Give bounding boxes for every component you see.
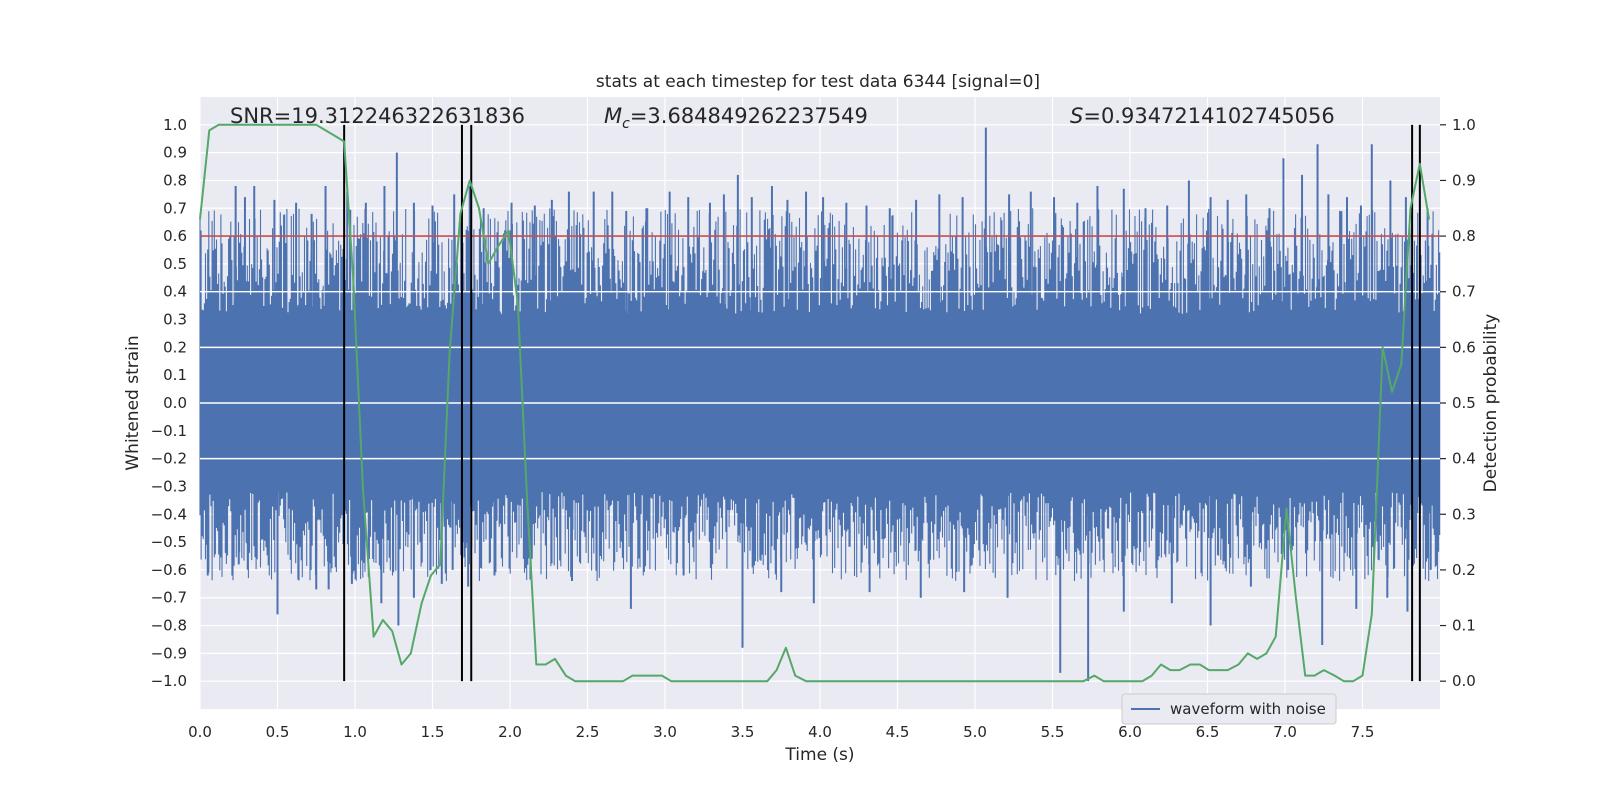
y-tick-label: 0.1 bbox=[163, 366, 187, 384]
x-tick-label: 7.5 bbox=[1351, 723, 1375, 741]
y-right-axis-label: Detection probability bbox=[1481, 314, 1501, 493]
y-tick-label: 0.3 bbox=[163, 311, 187, 329]
y-right-tick-label: 0.5 bbox=[1452, 394, 1476, 412]
y-tick-label: 0.2 bbox=[163, 338, 187, 356]
x-tick-label: 1.0 bbox=[343, 723, 367, 741]
y-tick-label: −0.8 bbox=[151, 617, 187, 635]
x-tick-label: 4.0 bbox=[808, 723, 832, 741]
x-tick-label: 5.5 bbox=[1041, 723, 1065, 741]
x-tick-label: 7.0 bbox=[1273, 723, 1297, 741]
y-right-tick-label: 0.4 bbox=[1452, 450, 1476, 468]
y-right-tick-label: 0.7 bbox=[1452, 283, 1476, 301]
legend-label: waveform with noise bbox=[1170, 700, 1326, 718]
x-tick-label: 2.0 bbox=[498, 723, 522, 741]
y-tick-label: 0.6 bbox=[163, 227, 187, 245]
x-tick-label: 3.5 bbox=[731, 723, 755, 741]
y-tick-label: 0.8 bbox=[163, 171, 187, 189]
y-tick-label: −0.7 bbox=[151, 589, 187, 607]
x-axis-ticks: 0.0 0.5 1.0 1.5 2.0 2.5 3.0 3.5 4.0 4.5 5.0 5.5 6.0 6… bbox=[188, 723, 1374, 741]
chart-title: stats at each timestep for test data 634… bbox=[596, 72, 1040, 92]
y-tick-label: −0.6 bbox=[151, 561, 187, 579]
y-right-tick-label: 0.6 bbox=[1452, 338, 1476, 356]
snr-annotation: SNR=19.312246322631836 bbox=[230, 104, 525, 128]
x-tick-label: 2.5 bbox=[576, 723, 600, 741]
y-tick-label: −0.5 bbox=[151, 533, 187, 551]
s-annotation: S=0.9347214102745056 bbox=[1070, 104, 1335, 128]
y-tick-label: 0.4 bbox=[163, 283, 187, 301]
chirp-mass-symbol: M bbox=[604, 104, 622, 128]
probability-series bbox=[199, 123, 1431, 683]
y-tick-label: −0.9 bbox=[151, 644, 187, 662]
y-right-tick-label: 0.3 bbox=[1452, 505, 1476, 523]
chirp-mass-annotation: Mc=3.684849262237549 bbox=[604, 104, 868, 132]
chirp-mass-value: =3.684849262237549 bbox=[630, 104, 868, 128]
x-tick-label: 0.0 bbox=[188, 723, 212, 741]
y-tick-label: −0.3 bbox=[151, 477, 187, 495]
y-tick-label: 1.0 bbox=[163, 116, 187, 134]
y-tick-label: −0.2 bbox=[151, 450, 187, 468]
y-right-tick-label: 0.9 bbox=[1452, 171, 1476, 189]
x-axis-label: Time (s) bbox=[784, 745, 854, 765]
y-tick-label: 0.0 bbox=[163, 394, 187, 412]
gridlines-overlay bbox=[200, 291, 1440, 460]
x-tick-label: 0.5 bbox=[266, 723, 290, 741]
x-tick-label: 4.5 bbox=[886, 723, 910, 741]
y-axis-label: Whitened strain bbox=[123, 335, 143, 470]
probability-line bbox=[199, 123, 1431, 683]
y-tick-label: 0.5 bbox=[163, 255, 187, 273]
y-right-tick-label: 0.8 bbox=[1452, 227, 1476, 245]
y-right-tick-label: 0.0 bbox=[1452, 672, 1476, 690]
x-tick-label: 5.0 bbox=[963, 723, 987, 741]
y-right-tick-label: 0.1 bbox=[1452, 617, 1476, 635]
x-tick-label: 6.5 bbox=[1196, 723, 1220, 741]
y-right-tick-label: 0.2 bbox=[1452, 561, 1476, 579]
legend-box bbox=[1121, 693, 1337, 725]
event-lines bbox=[343, 124, 1421, 682]
y-tick-label: 0.7 bbox=[163, 199, 187, 217]
s-symbol: S bbox=[1070, 104, 1083, 128]
chirp-mass-subscript: c bbox=[622, 116, 630, 132]
y-tick-label: 0.9 bbox=[163, 144, 187, 162]
x-tick-label: 3.0 bbox=[653, 723, 677, 741]
y-axis-ticks: 1.0 0.9 0.8 0.7 0.6 0.5 0.4 0.3 0.2 0.1 0.0 −0.1 −0.… bbox=[151, 116, 187, 690]
y-right-tick-label: 1.0 bbox=[1452, 116, 1476, 134]
y-tick-label: −1.0 bbox=[151, 672, 187, 690]
x-tick-label: 6.0 bbox=[1118, 723, 1142, 741]
x-tick-label: 1.5 bbox=[421, 723, 445, 741]
y-tick-label: −0.4 bbox=[151, 505, 187, 523]
legend: waveform with noise bbox=[1121, 693, 1337, 725]
y-tick-label: −0.1 bbox=[151, 422, 187, 440]
y-right-axis-ticks: 1.0 0.9 0.8 0.7 0.6 0.5 0.4 0.3 0.2 0.1 0.0 bbox=[1440, 116, 1476, 690]
s-value: =0.9347214102745056 bbox=[1083, 104, 1334, 128]
